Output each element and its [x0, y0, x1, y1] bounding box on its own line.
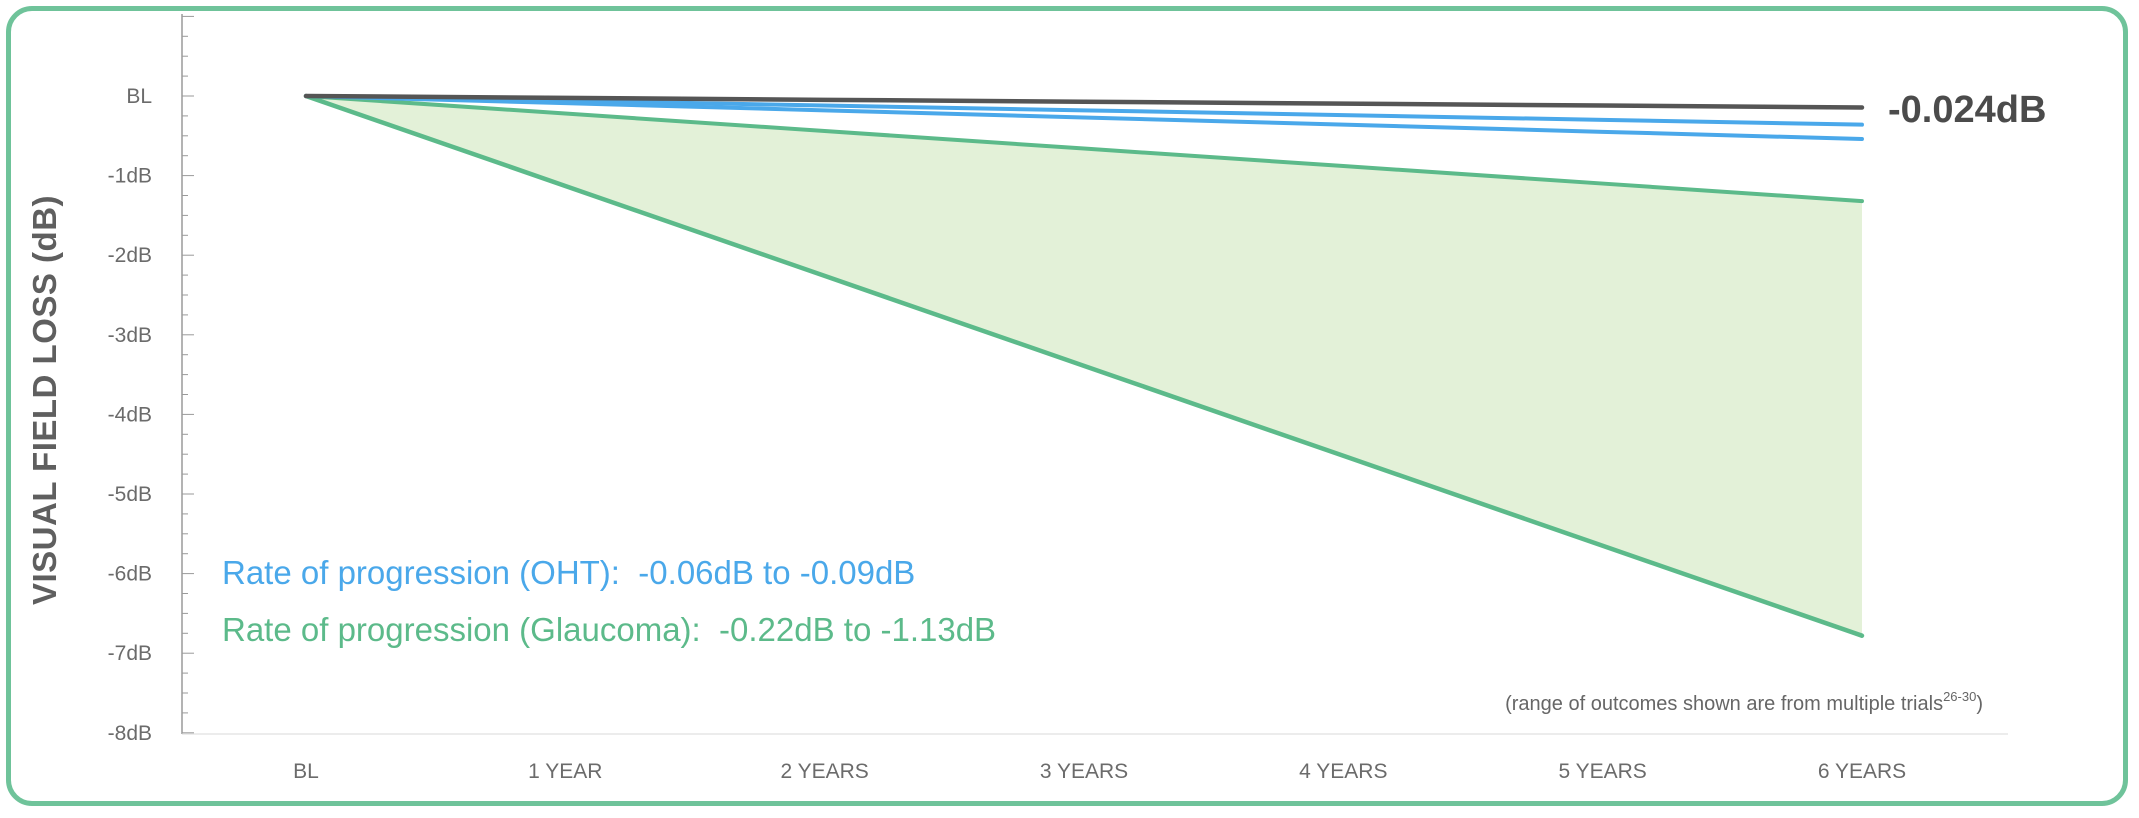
end-value-label: -0.024dB — [1888, 89, 2046, 131]
glaucoma-upper-series-line — [304, 94, 1864, 204]
oht-upper-series-line — [304, 94, 1864, 127]
y-tick-label: -8dB — [108, 722, 152, 745]
y-tick-label: -6dB — [108, 563, 152, 586]
y-tick-label: -3dB — [108, 324, 152, 347]
annotation-glaucoma: Rate of progression (Glaucoma): -0.22dB … — [222, 611, 996, 648]
series-layer — [303, 93, 1865, 638]
footnote-close: ) — [1976, 693, 1983, 715]
footnote-superscript: 26-30 — [1943, 689, 1976, 704]
x-tick-label: BL — [293, 760, 319, 783]
x-tick-label: 5 YEARS — [1558, 760, 1646, 783]
tick-label-layer: BL -1dB -2dB -3dB -4dB -5dB -6dB -7dB -8dB BL 1 YE… — [108, 85, 1907, 783]
annotation-oht: Rate of progression (OHT): -0.06dB to -0… — [222, 554, 915, 591]
oht-lower-series-line — [304, 94, 1864, 141]
y-axis-title: VISUAL FIELD LOSS (dB) — [26, 195, 63, 605]
footnote-text: (range of outcomes shown are from multip… — [1505, 693, 1943, 715]
y-tick-label: -1dB — [108, 165, 152, 188]
normal-series-line — [303, 93, 1865, 110]
y-tick-label: -7dB — [108, 642, 152, 665]
axis-layer — [181, 14, 2008, 735]
x-tick-label: 1 YEAR — [528, 760, 602, 783]
glaucoma-lower-series-line — [303, 93, 1865, 638]
y-tick-label: BL — [126, 85, 152, 108]
y-tick-label: -4dB — [108, 403, 152, 426]
x-tick-label: 6 YEARS — [1818, 760, 1906, 783]
y-tick-label: -5dB — [108, 483, 152, 506]
y-tick-label: -2dB — [108, 244, 152, 267]
x-tick-label: 4 YEARS — [1299, 760, 1387, 783]
x-tick-label: 3 YEARS — [1040, 760, 1128, 783]
footnote: (range of outcomes shown are from multip… — [1505, 689, 1983, 715]
x-tick-label: 2 YEARS — [780, 760, 868, 783]
